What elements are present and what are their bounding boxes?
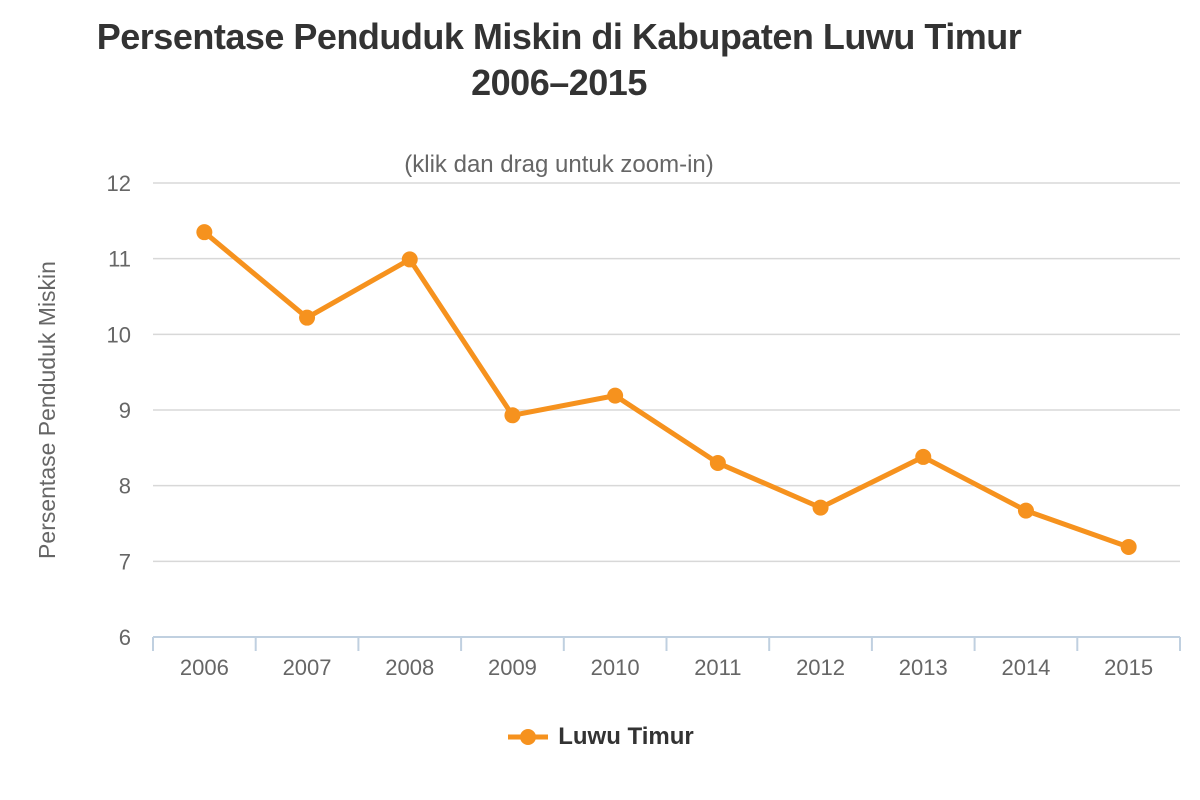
legend-label: Luwu Timur bbox=[558, 723, 694, 750]
y-axis-tick-label: 12 bbox=[107, 171, 131, 196]
chart-title: Persentase Penduduk Miskin di Kabupaten … bbox=[0, 14, 1118, 106]
chart-title-line1: Persentase Penduduk Miskin di Kabupaten … bbox=[96, 16, 1022, 57]
x-axis-tick-label: 2006 bbox=[180, 655, 229, 680]
x-axis-tick-label: 2011 bbox=[694, 655, 741, 680]
x-axis-tick-label: 2014 bbox=[1001, 655, 1050, 680]
x-axis-tick-label: 2010 bbox=[591, 655, 640, 680]
data-point-marker[interactable] bbox=[812, 499, 829, 516]
chart-title-line2: 2006–2015 bbox=[471, 62, 647, 104]
data-point-marker[interactable] bbox=[1120, 538, 1137, 555]
legend-marker-icon bbox=[520, 729, 537, 745]
legend-symbol bbox=[508, 729, 549, 745]
x-axis-tick-label: 2009 bbox=[488, 655, 537, 680]
y-axis-tick-label: 11 bbox=[108, 247, 131, 272]
data-point-marker[interactable] bbox=[607, 387, 624, 404]
x-axis-tick-label: 2007 bbox=[283, 655, 332, 680]
data-point-marker[interactable] bbox=[915, 448, 932, 465]
x-axis-tick-label: 2013 bbox=[899, 655, 948, 680]
y-axis-tick-label: 9 bbox=[119, 398, 131, 423]
data-point-marker[interactable] bbox=[504, 407, 521, 424]
data-point-marker[interactable] bbox=[299, 309, 316, 326]
x-axis-tick-label: 2008 bbox=[385, 655, 434, 680]
data-point-marker[interactable] bbox=[709, 454, 726, 471]
x-axis-tick-label: 2012 bbox=[796, 655, 845, 680]
chart-subtitle: (klik dan drag untuk zoom-in) bbox=[404, 151, 714, 178]
y-axis-tick-label: 8 bbox=[119, 474, 131, 499]
data-point-marker[interactable] bbox=[196, 224, 213, 241]
y-axis-tick-label: 10 bbox=[107, 322, 131, 347]
data-point-marker[interactable] bbox=[1017, 502, 1034, 519]
y-axis-title: Persentase Penduduk Miskin bbox=[34, 261, 60, 559]
data-point-marker[interactable] bbox=[401, 251, 418, 268]
x-axis-tick-label: 2015 bbox=[1104, 655, 1153, 680]
legend-item-luwu-timur[interactable]: Luwu Timur bbox=[0, 722, 1200, 752]
series-line bbox=[201, 229, 1132, 550]
y-axis-tick-label: 7 bbox=[119, 549, 131, 574]
y-axis-tick-label: 6 bbox=[119, 625, 131, 650]
